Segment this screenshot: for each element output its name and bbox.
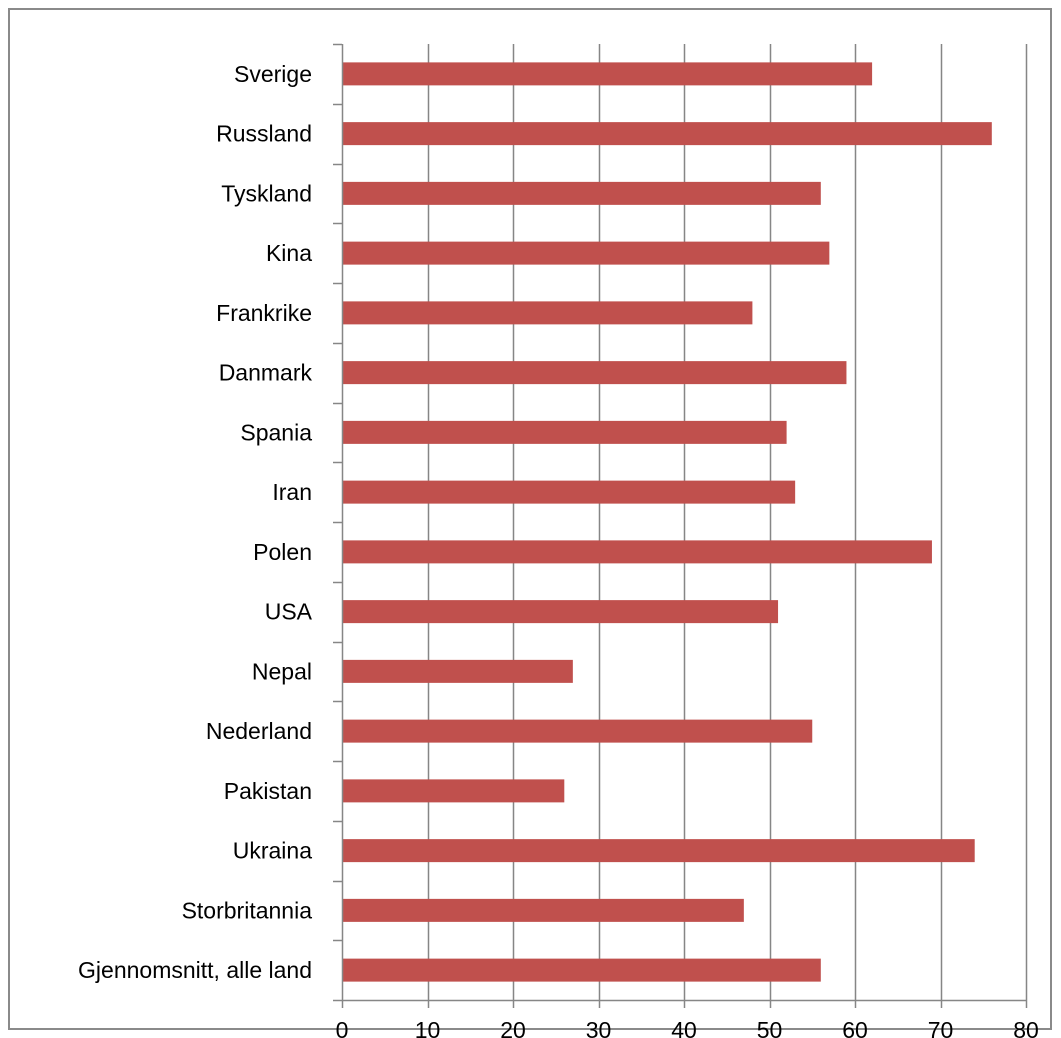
bar-iran <box>342 480 796 504</box>
category-label: Gjennomsnitt, alle land <box>78 957 312 983</box>
bar-gjennomsnitt-alle-land <box>342 958 821 982</box>
bar-danmark <box>342 361 847 385</box>
category-label: Frankrike <box>216 300 312 326</box>
category-label: Danmark <box>219 360 313 386</box>
bar-polen <box>342 540 932 564</box>
category-label: Russland <box>216 121 312 147</box>
category-label: Sverige <box>234 61 312 87</box>
x-tick-label: 70 <box>928 1017 954 1038</box>
bars <box>342 62 992 982</box>
category-label: Spania <box>240 419 312 445</box>
category-label: Polen <box>253 539 312 565</box>
bar-usa <box>342 600 779 624</box>
category-label: Nepal <box>252 658 312 684</box>
category-label: Nederland <box>206 718 312 744</box>
category-label: Storbritannia <box>182 897 313 923</box>
bar-pakistan <box>342 779 565 803</box>
x-tick-label: 0 <box>336 1017 349 1038</box>
tick-labels: 0 10 20 30 40 50 60 70 80 <box>336 1017 1039 1038</box>
x-tick-label: 50 <box>757 1017 783 1038</box>
category-label: Iran <box>272 479 312 505</box>
category-label: Tyskland <box>221 180 312 206</box>
category-label: Ukraina <box>233 838 312 864</box>
x-tick-label: 30 <box>586 1017 612 1038</box>
bar-frankrike <box>342 301 753 325</box>
x-tick-label: 20 <box>500 1017 526 1038</box>
x-tick-label: 40 <box>671 1017 697 1038</box>
bar-nepal <box>342 659 573 683</box>
category-label: Kina <box>266 240 312 266</box>
bar-russland <box>342 122 992 146</box>
bar-tyskland <box>342 181 821 205</box>
bar-kina <box>342 241 830 265</box>
bar-ukraina <box>342 839 975 863</box>
x-tick-label: 80 <box>1013 1017 1039 1038</box>
category-labels: Sverige Russland Tyskland Kina Frankrike Danm… <box>78 61 313 983</box>
category-label: Pakistan <box>224 778 312 804</box>
axes <box>333 43 1028 1008</box>
bar-spania <box>342 420 787 444</box>
x-tick-label: 10 <box>415 1017 441 1038</box>
x-tick-label: 60 <box>842 1017 868 1038</box>
bar-sverige <box>342 62 873 86</box>
bar-storbritannia <box>342 898 744 922</box>
bar-nederland <box>342 719 813 743</box>
category-label: USA <box>265 599 313 625</box>
